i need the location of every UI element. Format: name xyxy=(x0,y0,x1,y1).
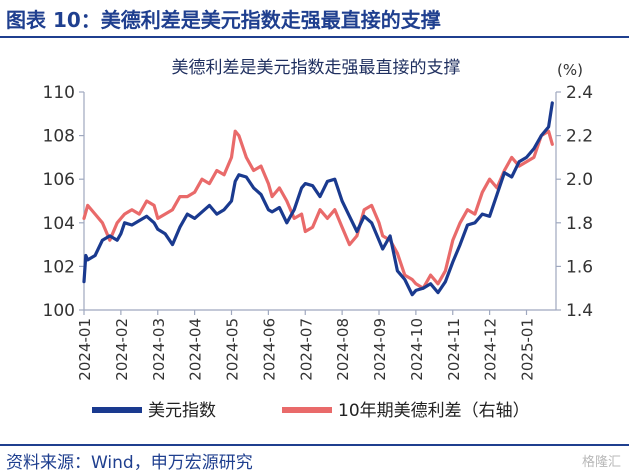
left-tick-label: 104 xyxy=(43,214,75,234)
axes: 100 102 104 106 108 110 1.4 1.6 1.8 2.0 2.2 2.4 2024… xyxy=(43,83,594,381)
spread-series-line xyxy=(82,129,554,290)
left-tick-label: 108 xyxy=(43,127,75,147)
usd-index-series-line xyxy=(82,101,554,297)
right-axis-unit: (%) xyxy=(557,61,583,79)
x-tick-label: 2024-03 xyxy=(150,318,168,381)
x-tick-label: 2024-02 xyxy=(113,318,131,381)
x-tick-label: 2025-01 xyxy=(519,318,537,381)
x-tick-label: 2024-04 xyxy=(187,318,205,381)
series-layer xyxy=(82,101,554,297)
x-tick-label: 2024-07 xyxy=(297,318,315,381)
x-tick-label: 2024-05 xyxy=(224,318,242,381)
left-tick-label: 106 xyxy=(43,170,75,190)
right-tick-label: 1.8 xyxy=(566,214,593,234)
right-tick-label: 2.0 xyxy=(566,170,593,190)
x-tick-label: 2024-01 xyxy=(76,318,94,381)
right-tick-label: 1.6 xyxy=(566,257,593,277)
watermark: 格隆汇 xyxy=(581,455,621,470)
chart-title: 美德利差是美元指数走强最直接的支撑 xyxy=(172,58,461,78)
x-tick-label: 2024-11 xyxy=(445,318,463,381)
title-divider xyxy=(0,36,629,38)
figure-title: 图表 10：美德利差是美元指数走强最直接的支撑 xyxy=(6,8,441,32)
source-note: 资料来源：Wind，申万宏源研究 xyxy=(6,453,253,473)
x-tick-label: 2024-08 xyxy=(334,318,352,381)
left-tick-label: 110 xyxy=(43,83,75,103)
x-tick-label: 2024-12 xyxy=(482,318,500,381)
x-tick-label: 2024-09 xyxy=(371,318,389,381)
left-tick-label: 102 xyxy=(43,257,75,277)
x-tick-label: 2024-06 xyxy=(260,318,278,381)
legend-spread-label: 10年期美德利差（右轴） xyxy=(338,401,530,421)
x-tick-label: 2024-10 xyxy=(408,318,426,381)
legend: 美元指数 10年期美德利差（右轴） xyxy=(92,401,530,421)
right-tick-label: 2.2 xyxy=(566,127,593,147)
legend-usd-index-label: 美元指数 xyxy=(148,401,216,421)
right-tick-label: 1.4 xyxy=(566,301,593,321)
footer-divider xyxy=(0,444,629,446)
line-chart: 美德利差是美元指数走强最直接的支撑 (%) 100 102 104 106 108 110… xyxy=(43,58,594,421)
right-tick-label: 2.4 xyxy=(566,83,593,103)
left-tick-label: 100 xyxy=(43,301,75,321)
